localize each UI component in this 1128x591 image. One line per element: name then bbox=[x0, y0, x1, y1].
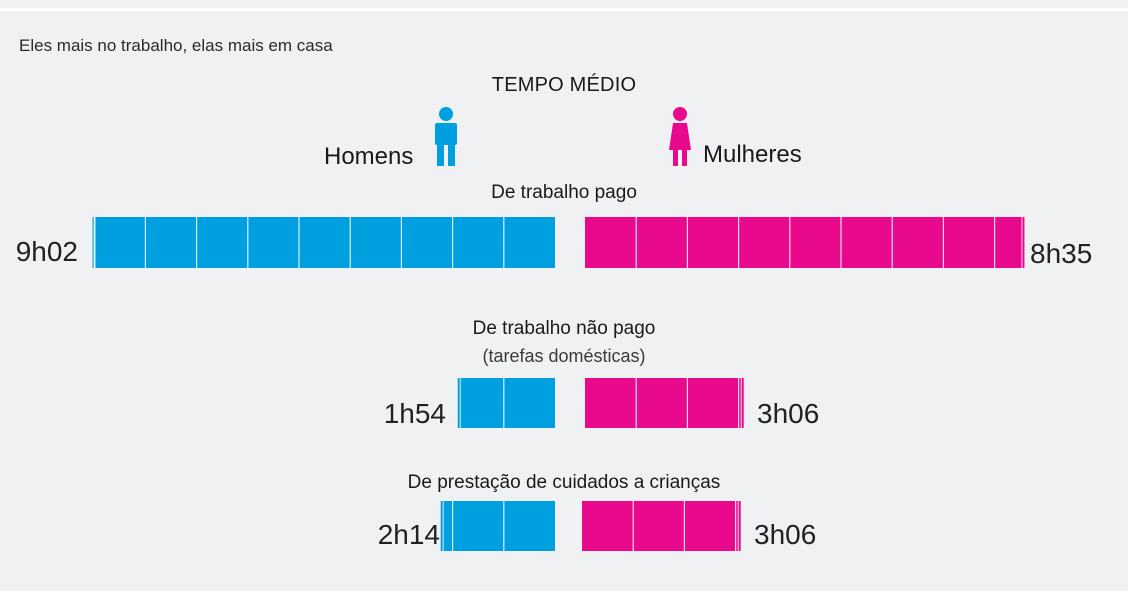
bar-women-unpaid bbox=[585, 378, 744, 428]
bar-women-paid bbox=[585, 217, 1025, 268]
woman-icon bbox=[669, 107, 691, 166]
bar-women-childcare bbox=[582, 501, 741, 551]
value-women-unpaid: 3h06 bbox=[757, 398, 820, 429]
value-men-paid: 9h02 bbox=[15, 236, 78, 267]
chart-subtitle: Eles mais no trabalho, elas mais em casa bbox=[19, 36, 333, 55]
legend-women-label: Mulheres bbox=[703, 141, 802, 168]
value-men-childcare: 2h14 bbox=[377, 519, 440, 550]
bar-men-unpaid bbox=[457, 378, 555, 428]
bar-men-childcare bbox=[440, 501, 555, 551]
category-title-paid: De trabalho pago bbox=[491, 182, 637, 203]
category-title-unpaid: De trabalho não pago bbox=[472, 318, 656, 339]
legend-men-label: Homens bbox=[324, 143, 414, 170]
value-women-paid: 8h35 bbox=[1030, 238, 1093, 269]
category-note-unpaid: (tarefas domésticas) bbox=[482, 346, 646, 366]
chart-title: TEMPO MÉDIO bbox=[491, 74, 637, 96]
value-women-childcare: 3h06 bbox=[754, 519, 817, 550]
top-divider bbox=[0, 8, 1128, 11]
category-title-childcare: De prestação de cuidados a crianças bbox=[407, 472, 721, 493]
bar-men-paid bbox=[92, 217, 555, 268]
man-icon bbox=[435, 107, 457, 166]
value-men-unpaid: 1h54 bbox=[383, 398, 446, 429]
